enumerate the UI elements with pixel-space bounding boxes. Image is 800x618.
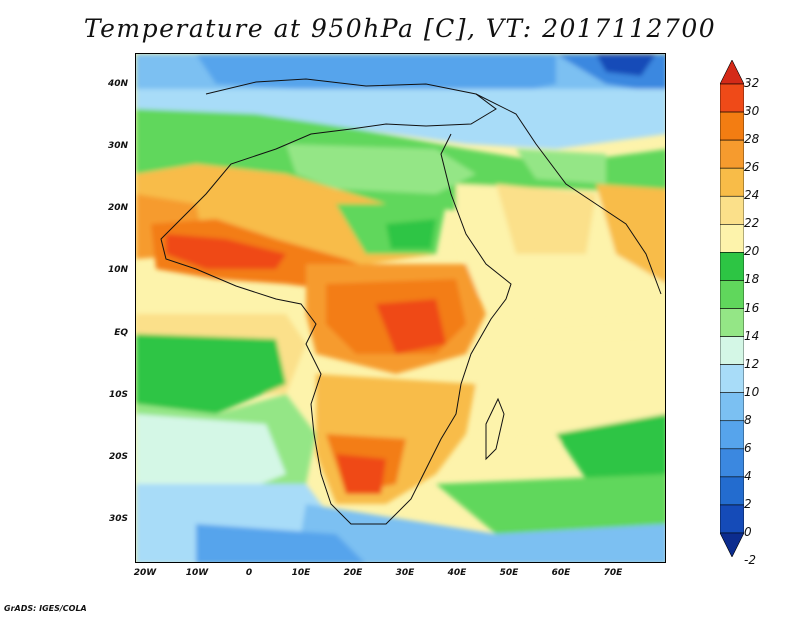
colorbar-tick-label: 24: [744, 188, 760, 203]
colorbar-segment: [720, 280, 744, 309]
lon-tick-label: 70E: [603, 568, 623, 578]
lat-tick-label: 10S: [108, 390, 128, 400]
colorbar-tick-label: -2: [744, 553, 756, 568]
colorbar-segment: [720, 111, 744, 141]
lon-tick-label: 10W: [185, 568, 209, 578]
colorbar-tick-label: 28: [744, 132, 760, 147]
colorbar-segment: [720, 364, 744, 393]
colorbar-tick-label: 20: [744, 244, 760, 259]
colorbar-tick-label: 22: [744, 216, 760, 231]
lon-tick-label: 30E: [395, 568, 415, 578]
temperature-field: [136, 54, 665, 562]
lon-tick-label: 0: [245, 568, 253, 578]
lat-tick-label: 20N: [107, 203, 128, 213]
colorbar-tick-label: 26: [744, 160, 760, 175]
colorbar-tick-label: 0: [744, 525, 752, 539]
lat-tick-label: 30S: [108, 514, 128, 524]
colorbar-arrow-bottom: [720, 532, 744, 557]
lon-tick-label: 60E: [551, 568, 571, 578]
lat-tick-label: 20S: [108, 452, 128, 462]
colorbar-segment: [720, 308, 744, 337]
colorbar-tick-label: 32: [744, 76, 760, 90]
lon-tick-label: 50E: [499, 568, 519, 578]
lat-tick-label: 30N: [107, 141, 128, 151]
colorbar-arrow-top: [720, 60, 744, 85]
colorbar-segment: [720, 195, 744, 225]
colorbar-tick-label: 2: [744, 496, 752, 511]
colorbar-tick-label: 6: [744, 440, 752, 455]
lon-tick-label: 10E: [291, 568, 311, 578]
colorbar-segment: [720, 476, 744, 506]
colorbar-segment: [720, 420, 744, 450]
map-title: Temperature at 950hPa [C], VT: 201711270…: [83, 14, 717, 43]
lat-tick-label: EQ: [114, 328, 128, 338]
colorbar-segment: [720, 392, 744, 422]
credit-text: GrADS: IGES/COLA: [4, 604, 87, 613]
lat-tick-label: 10N: [107, 265, 128, 275]
colorbar-segment: [720, 448, 744, 478]
colorbar-tick-label: 18: [744, 272, 760, 287]
colorbar-segment: [720, 336, 744, 365]
lat-tick-label: 40N: [107, 79, 128, 89]
lon-tick-label: 40E: [447, 568, 467, 578]
colorbar: [720, 60, 744, 557]
colorbar-segment: [720, 83, 744, 113]
colorbar-segment: [720, 167, 744, 197]
map-panel: [135, 53, 666, 563]
temperature-shading: [136, 54, 665, 562]
colorbar-segment: [720, 504, 744, 534]
colorbar-tick-label: 8: [744, 412, 752, 427]
colorbar-tick-label: 14: [744, 328, 760, 343]
colorbar-tick-label: 16: [744, 300, 760, 315]
colorbar-segment: [720, 252, 744, 281]
coastlines: [160, 78, 662, 525]
lon-tick-label: 20W: [133, 568, 157, 578]
colorbar-tick-label: 10: [744, 384, 760, 399]
colorbar-segment: [720, 224, 744, 253]
colorbar-tick-label: 30: [744, 104, 760, 119]
lon-tick-label: 20E: [343, 568, 363, 578]
colorbar-segment: [720, 139, 744, 169]
colorbar-tick-label: 12: [744, 356, 760, 371]
colorbar-tick-label: 4: [744, 468, 752, 483]
